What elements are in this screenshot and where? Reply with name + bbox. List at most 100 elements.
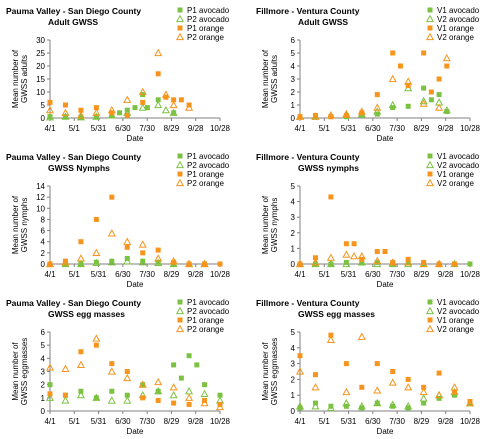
data-point <box>351 241 357 247</box>
legend-label: V2 orange <box>437 179 474 188</box>
data-point <box>374 92 380 98</box>
series-p2-avocado <box>45 100 178 121</box>
y-axis-label-line1: Mean number of <box>261 342 270 401</box>
data-point <box>328 194 334 200</box>
data-point <box>123 95 132 103</box>
data-point <box>328 332 334 338</box>
series-p1-orange <box>47 342 223 407</box>
y-axis-label-line2: GWSS nymphs <box>270 198 279 253</box>
y-tick-label: 2 <box>41 249 46 258</box>
data-point <box>45 363 55 371</box>
data-point <box>92 108 101 116</box>
y-tick-label: 2 <box>41 381 46 390</box>
legend-label: V1 avocado <box>437 152 480 161</box>
data-point <box>359 110 365 116</box>
data-point <box>140 258 146 264</box>
y-tick-label: 4 <box>41 238 46 247</box>
series-v1-orange <box>297 332 473 405</box>
data-point <box>359 405 365 411</box>
x-tick-label: 8/29 <box>164 124 180 133</box>
data-point <box>436 92 442 98</box>
y-tick-label: 2 <box>291 229 296 238</box>
chart-title-line1: Fillmore - Ventura County <box>256 152 360 162</box>
series-p2-orange <box>45 334 225 411</box>
data-point <box>154 377 163 386</box>
legend-label: P1 orange <box>187 24 224 33</box>
data-point <box>359 259 365 265</box>
data-point <box>123 396 132 404</box>
x-tick-label: 4/1 <box>44 417 56 426</box>
data-point <box>444 109 450 114</box>
data-point <box>404 77 413 85</box>
data-point <box>109 361 115 367</box>
x-axis-label: Date <box>377 134 394 143</box>
series-p2-avocado <box>45 387 225 404</box>
y-axis-label: Mean number of GWSS eggmasses <box>261 338 279 406</box>
legend-marker <box>177 7 183 13</box>
x-tick-label: 7/30 <box>389 417 405 426</box>
data-point <box>373 398 382 407</box>
y-tick-label: 10 <box>36 88 45 97</box>
data-point <box>117 110 123 116</box>
legend-label: V1 orange <box>437 170 474 179</box>
x-axis-label: Date <box>127 280 144 289</box>
data-point <box>405 376 411 382</box>
legend-label: V2 orange <box>437 325 474 334</box>
series-v2-orange <box>295 332 475 407</box>
x-tick-label: 7/30 <box>389 124 405 133</box>
data-point <box>328 261 334 267</box>
data-point <box>61 108 70 116</box>
legend-label: P2 avocado <box>187 15 230 24</box>
data-point <box>442 105 451 114</box>
data-point <box>312 112 318 118</box>
x-axis-label: Date <box>127 427 144 436</box>
data-point <box>138 103 147 111</box>
data-point <box>62 258 68 264</box>
data-point <box>373 386 382 394</box>
x-tick-label: 7/30 <box>389 270 405 279</box>
data-point <box>78 261 84 267</box>
data-point <box>155 259 161 265</box>
data-point <box>328 114 334 120</box>
data-point <box>200 389 209 397</box>
data-point <box>76 112 85 121</box>
data-point <box>61 258 70 266</box>
legend-label: P1 orange <box>187 316 224 325</box>
x-tick-label: 5/31 <box>91 417 107 426</box>
data-point <box>373 256 382 264</box>
data-point <box>442 53 451 62</box>
data-point <box>140 99 146 105</box>
x-tick-label: 6/30 <box>365 124 381 133</box>
data-point <box>138 258 147 266</box>
data-point <box>78 349 84 355</box>
y-axis-label-line1: Mean number of <box>261 49 270 108</box>
data-point <box>326 403 335 411</box>
data-point <box>390 50 396 56</box>
legend-marker <box>427 25 433 31</box>
data-point <box>359 384 365 390</box>
y-tick-label: 0 <box>41 407 46 416</box>
series-v1-avocado <box>297 259 473 267</box>
data-point <box>419 96 428 105</box>
data-point <box>109 194 115 200</box>
x-tick-label: 5/1 <box>69 417 81 426</box>
data-point <box>93 105 99 111</box>
x-tick-label: 9/28 <box>438 270 454 279</box>
data-point <box>169 390 178 399</box>
series-p1-avocado <box>47 255 223 267</box>
chart-title-line1: Fillmore - Ventura County <box>256 6 360 16</box>
data-point <box>107 367 116 375</box>
x-tick-label: 8/29 <box>414 124 430 133</box>
data-point <box>186 353 192 359</box>
data-point <box>138 240 147 248</box>
x-tick-label: 5/1 <box>319 270 331 279</box>
x-axis-label: Date <box>377 280 394 289</box>
data-point <box>374 361 380 367</box>
data-point <box>326 253 335 261</box>
data-point <box>359 256 365 262</box>
y-tick-label: 6 <box>41 328 46 337</box>
chart-title-line1: Pauma Valley - San Diego County <box>6 152 141 162</box>
